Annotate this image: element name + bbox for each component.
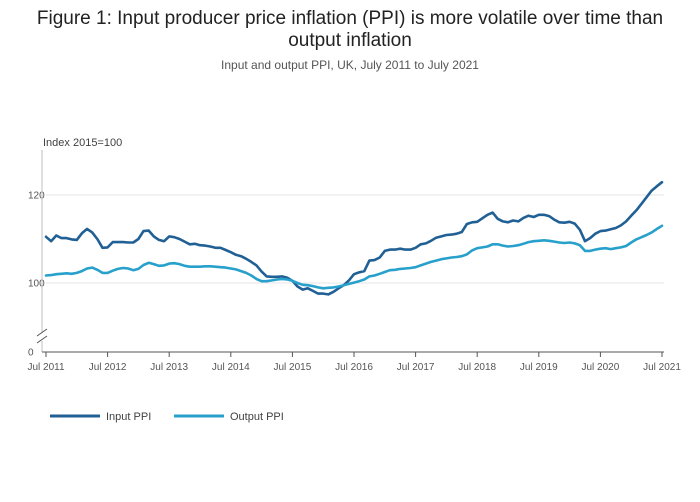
x-tick-label: Jul 2020 <box>581 362 619 373</box>
chart-subtitle: Input and output PPI, UK, July 2011 to J… <box>221 58 479 72</box>
chart-title: Figure 1: Input producer price inflation… <box>36 8 664 51</box>
axes: 0 100 120 Index 2015=100 Jul 2011 Jul 2012 Jul… <box>27 137 681 373</box>
x-tick-label: Jul 2012 <box>89 362 127 373</box>
x-tick-label: Jul 2018 <box>458 362 496 373</box>
legend: Input PPI Output PPI <box>50 411 284 423</box>
x-tick-label: Jul 2017 <box>397 362 435 373</box>
axis-break-mark <box>36 328 48 337</box>
x-tick-label: Jul 2019 <box>520 362 558 373</box>
y-tick-label: 0 <box>28 348 34 359</box>
x-tick-label: Jul 2013 <box>150 362 188 373</box>
series-line-output-ppi <box>44 224 664 290</box>
legend-label: Input PPI <box>106 411 151 423</box>
x-tick-label: Jul 2011 <box>27 362 65 373</box>
y-axis-label: Index 2015=100 <box>43 137 122 149</box>
x-tick-label: Jul 2014 <box>212 362 250 373</box>
series-line-input-ppi <box>44 180 664 296</box>
x-tick-label: Jul 2016 <box>335 362 373 373</box>
y-tick-label: 120 <box>28 191 45 202</box>
x-tick-label: Jul 2015 <box>273 362 311 373</box>
y-tick-label: 100 <box>28 279 45 290</box>
legend-label: Output PPI <box>230 411 284 423</box>
series-lines <box>44 180 664 296</box>
axis-break-mark <box>36 335 48 344</box>
x-tick-label: Jul 2021 <box>643 362 681 373</box>
